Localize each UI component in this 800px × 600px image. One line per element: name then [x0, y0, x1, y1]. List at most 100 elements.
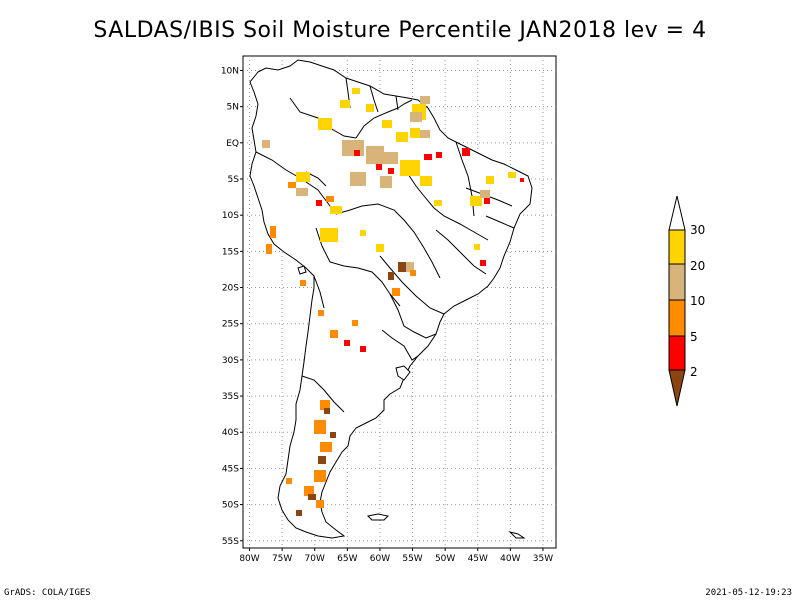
patch-20-30 — [396, 132, 408, 142]
patch-2-5 — [388, 168, 394, 174]
patch-10-20 — [420, 96, 430, 104]
footer-credit: GrADS: COLA/IGES — [4, 588, 91, 598]
patch-20-30 — [508, 172, 516, 178]
patch-2-5 — [520, 178, 524, 182]
lat-tick-label: 35S — [222, 392, 239, 402]
colorbar-label: 30 — [690, 223, 705, 237]
colorbar: 30 20 10 5 2 — [668, 195, 705, 407]
patch-2-5 — [462, 148, 470, 156]
patch-20-30 — [340, 100, 350, 108]
map-title: SALDAS/IBIS Soil Moisture Percentile JAN… — [93, 18, 707, 43]
patch-below-2 — [388, 272, 394, 280]
lagoon — [395, 365, 411, 381]
patch-20-30 — [486, 176, 494, 184]
lat-tick-label: 55S — [222, 537, 239, 547]
patch-2-5 — [344, 340, 350, 346]
patch-5-10 — [318, 310, 324, 316]
patch-20-30 — [376, 244, 384, 252]
patch-10-20 — [480, 190, 490, 198]
lon-tick-label: 55W — [402, 554, 422, 564]
percentile-patches — [262, 88, 524, 516]
lon-tick-label: 65W — [337, 554, 357, 564]
patch-below-2 — [398, 262, 406, 272]
patch-5-10 — [320, 400, 330, 410]
lat-tick-label: 50S — [222, 501, 239, 511]
patch-2-5 — [316, 200, 322, 206]
lat-tick-label: 15S — [222, 247, 239, 257]
patch-2-5 — [354, 150, 360, 156]
lon-tick-label: 60W — [370, 554, 390, 564]
lat-tick-label: 20S — [222, 284, 239, 294]
lon-tick-label: 75W — [272, 554, 292, 564]
patch-5-10 — [352, 320, 358, 326]
patch-below-2 — [296, 510, 302, 516]
lat-tick-label: 30S — [222, 356, 239, 366]
patch-2-5 — [484, 198, 490, 204]
patch-2-5 — [424, 154, 432, 160]
patch-10-20 — [384, 152, 398, 164]
patch-5-10 — [300, 280, 306, 286]
map-content — [249, 59, 533, 539]
lon-tick-label: 40W — [500, 554, 520, 564]
patch-10-20 — [350, 172, 366, 186]
patch-5-10 — [410, 270, 416, 276]
patch-10-20 — [404, 262, 414, 272]
patch-5-10 — [266, 244, 272, 254]
lon-tick-label: 35W — [533, 554, 553, 564]
lon-tick-label: 70W — [305, 554, 325, 564]
lat-tick-label: 45S — [222, 464, 239, 474]
patch-5-10 — [288, 182, 296, 188]
lon-tick-label: 45W — [468, 554, 488, 564]
patch-20-30 — [420, 176, 432, 186]
patch-2-5 — [480, 260, 486, 266]
patch-10-20 — [262, 140, 270, 148]
patch-5-10 — [314, 470, 326, 482]
colorbar-label: 2 — [690, 365, 698, 379]
patch-20-30 — [400, 160, 420, 176]
lat-tick-label: EQ — [226, 139, 239, 149]
falkland-islands — [366, 513, 390, 521]
patch-5-10 — [320, 442, 332, 452]
lat-tick-label: 5N — [227, 103, 239, 113]
patch-2-5 — [436, 152, 442, 158]
patch-20-30 — [366, 104, 374, 112]
colorbar-2-5 — [668, 335, 686, 371]
patch-20-30 — [320, 228, 338, 242]
patch-5-10 — [314, 420, 326, 434]
south-georgia — [508, 531, 526, 539]
patch-20-30 — [410, 128, 420, 138]
patch-20-30 — [318, 118, 332, 130]
lake-titicaca — [297, 265, 307, 275]
lat-tick-label: 10N — [221, 66, 239, 76]
patch-below-2 — [324, 408, 330, 414]
patch-5-10 — [270, 226, 276, 238]
patch-10-20 — [410, 112, 422, 122]
patch-2-5 — [376, 164, 382, 170]
lat-tick-label: 25S — [222, 320, 239, 330]
patch-5-10 — [316, 500, 324, 508]
patch-5-10 — [304, 486, 314, 496]
longitude-labels: 80W 75W 70W 65W 60W 55W 50W 45W 40W 35W — [239, 548, 553, 564]
lat-tick-label: 5S — [228, 175, 240, 185]
patch-20-30 — [296, 172, 310, 182]
patch-10-20 — [296, 188, 308, 196]
colorbar-below-2 — [668, 369, 686, 407]
patch-5-10 — [286, 478, 292, 484]
patch-2-5 — [360, 346, 366, 352]
colorbar-5-10 — [668, 299, 686, 337]
footer-timestamp: 2021-05-12-19:23 — [705, 588, 792, 598]
lon-tick-label: 50W — [435, 554, 455, 564]
patch-10-20 — [380, 176, 392, 188]
patch-below-2 — [318, 456, 326, 464]
colorbar-20-30 — [668, 229, 686, 265]
south-america-outline — [249, 59, 533, 539]
patch-20-30 — [330, 206, 342, 214]
patch-10-20 — [366, 146, 384, 164]
patch-10-20 — [420, 130, 430, 138]
patch-below-2 — [330, 432, 336, 438]
colorbar-label: 5 — [690, 330, 698, 344]
patch-5-10 — [330, 330, 338, 338]
latitude-labels: 10N 5N EQ 5S 10S 15S 20S 25S 30S 35S 40S 45S 50S 55S — [221, 66, 243, 547]
patch-20-30 — [474, 244, 480, 250]
